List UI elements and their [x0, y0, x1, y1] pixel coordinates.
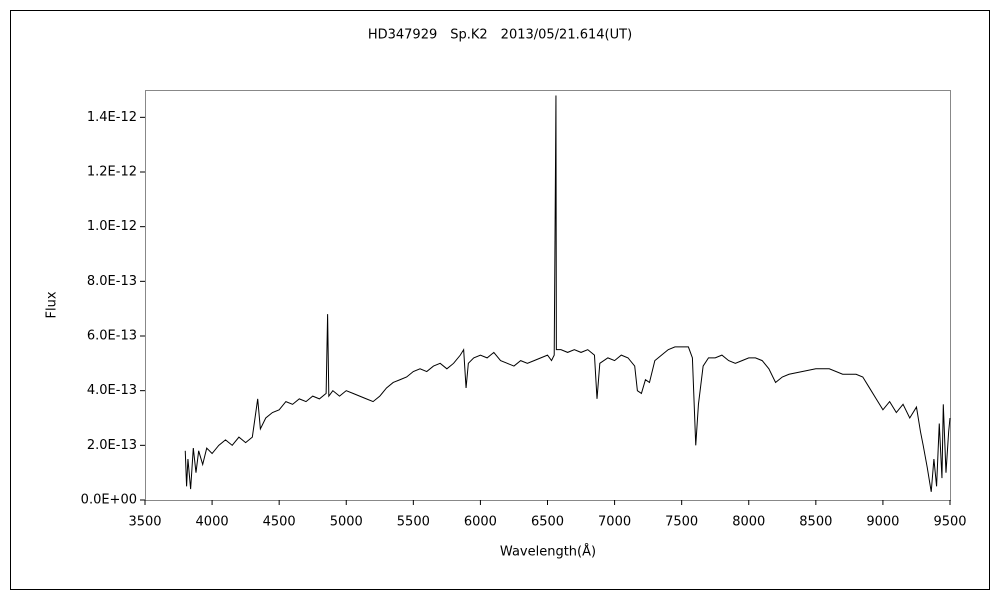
x-axis-label: Wavelength(Å) — [500, 544, 596, 560]
y-tick-label: 1.0E-12 — [87, 219, 137, 234]
y-axis-label: Flux — [45, 291, 60, 318]
spectrum-line — [184, 95, 951, 492]
plot-area — [145, 90, 951, 501]
x-tick-label: 9500 — [933, 515, 966, 530]
x-tick-label: 7500 — [665, 515, 698, 530]
x-tick-label: 8500 — [799, 515, 832, 530]
x-tick-label: 4500 — [263, 515, 296, 530]
y-tick-label: 0.0E+00 — [81, 493, 137, 508]
y-tick-label: 4.0E-13 — [87, 383, 137, 398]
x-tick-label: 8000 — [732, 515, 765, 530]
y-tick-label: 6.0E-13 — [87, 329, 137, 344]
x-tick-label: 5000 — [330, 515, 363, 530]
y-tick-label: 1.4E-12 — [87, 110, 137, 125]
chart-title: HD347929 Sp.K2 2013/05/21.614(UT) — [368, 28, 632, 43]
x-tick-label: 9000 — [866, 515, 899, 530]
x-tick-label: 4000 — [196, 515, 229, 530]
x-tick-label: 7000 — [598, 515, 631, 530]
x-tick-label: 6500 — [531, 515, 564, 530]
x-tick-label: 5500 — [397, 515, 430, 530]
x-tick-label: 6000 — [464, 515, 497, 530]
y-tick-label: 2.0E-13 — [87, 438, 137, 453]
x-tick-label: 3500 — [128, 515, 161, 530]
y-tick-label: 8.0E-13 — [87, 274, 137, 289]
y-tick-label: 1.2E-12 — [87, 165, 137, 180]
